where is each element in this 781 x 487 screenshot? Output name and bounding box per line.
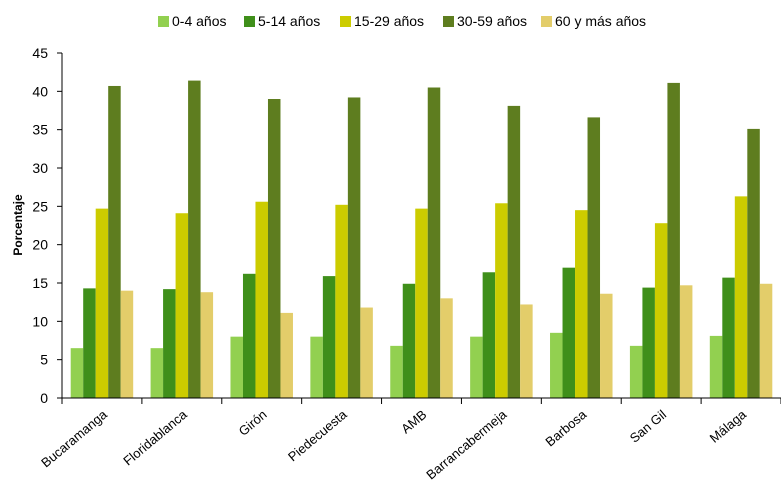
y-axis: 0 5 10 15 20 25 30 35 40 45 [32, 45, 63, 406]
legend-swatch [443, 16, 454, 27]
bar [322, 276, 336, 398]
bar [562, 267, 576, 398]
bar [734, 196, 748, 398]
bar [163, 289, 176, 398]
legend-swatch [158, 16, 169, 27]
bar [70, 348, 84, 398]
bar [550, 332, 563, 398]
y-tick-label: 15 [32, 275, 48, 291]
x-tick-label: Floridablanca [120, 406, 190, 468]
bar [482, 272, 496, 398]
bar [415, 208, 428, 398]
legend-label: 30-59 años [457, 13, 527, 29]
y-tick-label: 35 [32, 122, 48, 138]
bar [83, 288, 96, 398]
y-tick-label: 45 [32, 45, 48, 61]
x-tick-label: Málaga [707, 406, 750, 445]
legend-swatch [340, 16, 351, 27]
bar [150, 348, 164, 398]
bar [120, 290, 134, 398]
bar [759, 283, 773, 398]
legend-label: 15-29 años [354, 13, 424, 29]
legend-label: 0-4 años [172, 13, 226, 29]
bar [390, 345, 403, 398]
bar [347, 97, 361, 398]
y-tick-label: 25 [32, 198, 48, 214]
x-tick-label: Barbosa [542, 406, 589, 449]
bar [747, 128, 760, 398]
y-tick-label: 10 [32, 313, 48, 329]
bar [722, 277, 735, 398]
legend: 0-4 años 5-14 años 15-29 años 30-59 años 60 … [158, 13, 646, 29]
bar [600, 293, 613, 398]
bar [310, 336, 323, 398]
bar [360, 307, 373, 398]
bar [95, 208, 109, 398]
bar [642, 287, 655, 398]
bar [470, 336, 483, 398]
x-axis: Bucaramanga Floridablanca Girón Piedecuesta… [38, 397, 781, 482]
bar [629, 345, 643, 398]
bar [679, 285, 693, 398]
y-tick-label: 30 [32, 160, 48, 176]
bar [230, 336, 243, 398]
bar [280, 312, 293, 398]
bar [242, 273, 256, 398]
y-tick-label: 5 [40, 352, 48, 368]
bar [507, 105, 521, 399]
bar [587, 117, 601, 399]
x-tick-label: Bucaramanga [38, 406, 110, 470]
bar [654, 223, 668, 398]
bar [200, 292, 214, 398]
bar [709, 335, 723, 398]
legend-label: 5-14 años [258, 13, 320, 29]
bar [402, 283, 416, 398]
bar [188, 80, 201, 398]
legend-swatch [244, 16, 255, 27]
y-tick-label: 40 [32, 83, 48, 99]
bar [575, 210, 588, 398]
bar [255, 201, 268, 398]
bar [335, 204, 348, 398]
bar [175, 213, 189, 398]
bar [440, 298, 453, 398]
x-tick-label: Piedecuesta [285, 406, 350, 464]
y-tick-label: 0 [40, 390, 48, 406]
bar [267, 99, 281, 398]
x-tick-label: AMB [398, 407, 429, 437]
bar [520, 304, 533, 398]
bar [667, 82, 680, 399]
legend-label: 60 y más años [555, 13, 646, 29]
bar [427, 87, 441, 398]
legend-swatch [541, 16, 552, 27]
x-tick-label: Barrancabermeja [423, 406, 510, 482]
y-tick-label: 20 [32, 237, 48, 253]
x-tick-label: Girón [236, 407, 270, 439]
y-axis-title: Porcentaje [11, 194, 25, 256]
bar [108, 85, 121, 398]
bar [495, 203, 508, 398]
x-tick-label: San Gil [627, 407, 669, 446]
bars [70, 80, 773, 399]
